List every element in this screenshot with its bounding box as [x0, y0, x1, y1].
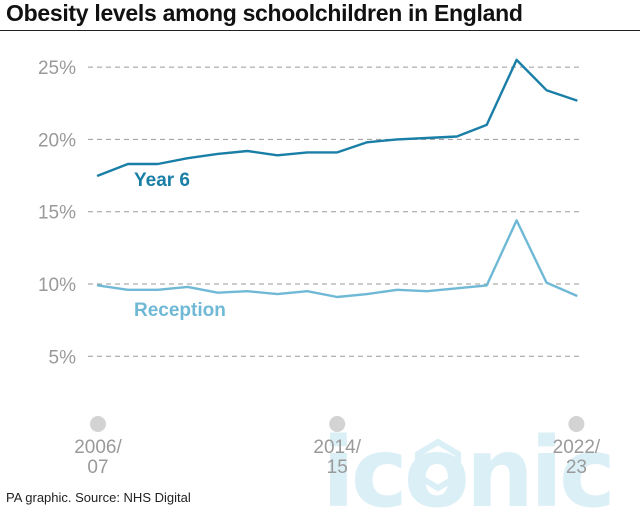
series-line-year-6 [96, 58, 578, 177]
watermark-logo: iconic [322, 417, 616, 512]
y-tick-label: 10% [38, 275, 76, 296]
series-labels: Year 6 Reception [134, 170, 226, 321]
x-tick-label: 15 [327, 457, 348, 478]
x-tick-label: 2006/ [74, 437, 122, 458]
x-tick-label: 2022/ [553, 437, 601, 458]
y-tick-label: 25% [38, 58, 76, 79]
watermark-text: iconic [322, 417, 612, 512]
series-lines [96, 58, 578, 299]
title-rule [0, 30, 640, 31]
source-note: PA graphic. Source: NHS Digital [6, 490, 191, 505]
x-tick-label: 2014/ [313, 437, 361, 458]
y-tick-label: 15% [38, 203, 76, 224]
series-line-reception [96, 219, 578, 299]
chart-title: Obesity levels among schoolchildren in E… [6, 0, 523, 26]
watermark-hexagon-icon [415, 438, 461, 492]
x-tick-label: 23 [566, 457, 587, 478]
grid-lines [88, 66, 580, 357]
watermark: iconic [322, 417, 616, 512]
x-tick-label: 07 [87, 457, 108, 478]
y-tick-label: 20% [38, 130, 76, 151]
y-tick-label: 5% [49, 347, 77, 368]
x-tick-marker [90, 416, 106, 432]
x-tick-marker [568, 416, 585, 432]
series-label: Reception [134, 300, 226, 321]
series-label: Year 6 [134, 170, 190, 191]
y-axis-ticks: 5% 10% 15% 20% 25% [38, 58, 76, 368]
x-tick-marker [329, 416, 346, 432]
x-axis-ticks: 2006/07 2014/15 2022/23 [74, 416, 601, 478]
